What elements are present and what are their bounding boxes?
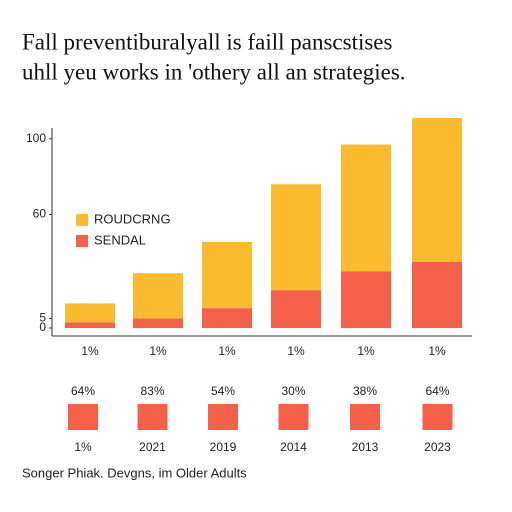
y-tick-label: 5 <box>39 311 46 325</box>
year-label: 2019 <box>210 440 237 454</box>
bar-segment <box>202 241 252 309</box>
year-label: 2021 <box>139 440 166 454</box>
bar-segment <box>202 308 252 328</box>
marker <box>422 404 453 430</box>
x-tick-label: 1% <box>81 344 99 358</box>
year-label: 2014 <box>280 440 307 454</box>
percent-label: 30% <box>281 384 305 398</box>
bar-segment <box>412 261 462 328</box>
bar-segment <box>133 273 183 319</box>
legend-label: ROUDCRNG <box>94 211 171 226</box>
marker <box>350 404 380 430</box>
bar-segment <box>65 322 115 328</box>
bar-segment <box>271 290 321 328</box>
x-tick-label: 1% <box>149 344 167 358</box>
chart-title: uhll yeu works in 'othery all an strateg… <box>22 59 406 84</box>
bar-segment <box>341 271 391 328</box>
chart-title: Fall preventiburalyall is faill panscsti… <box>22 29 393 54</box>
legend-swatch <box>76 214 88 226</box>
x-tick-label: 1% <box>218 344 236 358</box>
percent-label: 64% <box>425 384 449 398</box>
bar-segment <box>271 184 321 291</box>
bar-segment <box>412 118 462 262</box>
y-tick-label: 0 <box>39 320 46 334</box>
marker <box>68 404 98 430</box>
marker <box>137 404 168 430</box>
year-label: 1% <box>74 440 92 454</box>
year-label: 2023 <box>424 440 451 454</box>
marker <box>208 404 238 430</box>
year-label: 2013 <box>352 440 379 454</box>
x-tick-label: 1% <box>357 344 375 358</box>
x-tick-label: 1% <box>287 344 305 358</box>
legend-label: SENDAL <box>94 232 146 247</box>
bar-segment <box>65 303 115 323</box>
marker <box>278 404 309 430</box>
percent-label: 54% <box>211 384 235 398</box>
x-tick-label: 1% <box>428 344 446 358</box>
percent-label: 83% <box>140 384 164 398</box>
y-tick-label: 60 <box>33 207 47 221</box>
bar-segment <box>341 144 391 272</box>
y-tick-label: 100 <box>26 131 46 145</box>
legend-swatch <box>76 235 88 247</box>
bar-segment <box>133 318 183 328</box>
percent-label: 38% <box>353 384 377 398</box>
percent-label: 64% <box>71 384 95 398</box>
source: Songer Phiak. Devgns, im Older Adults <box>22 465 247 480</box>
